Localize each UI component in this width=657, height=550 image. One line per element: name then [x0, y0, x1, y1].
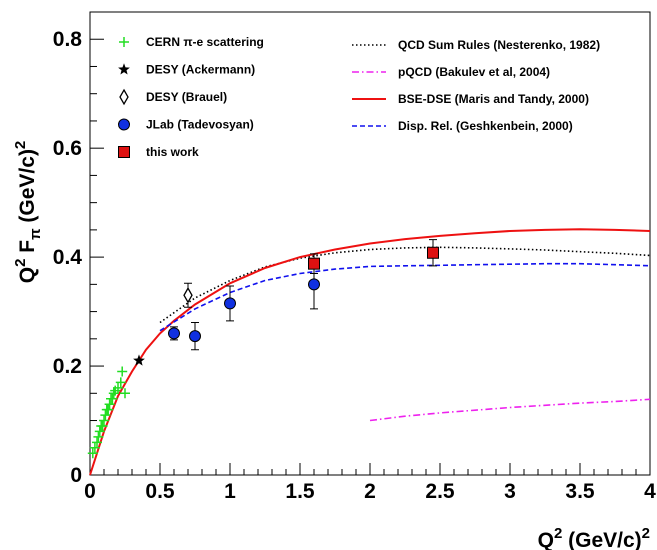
data-point — [120, 388, 130, 399]
legend-label: CERN π-e scattering — [146, 35, 264, 49]
legend-label: DESY (Ackermann) — [146, 63, 255, 77]
x-tick-label: 3.5 — [565, 480, 595, 503]
data-point — [94, 426, 105, 437]
data-point — [168, 327, 180, 340]
x-tick-label: 3 — [504, 480, 516, 503]
x-tick-label: 1 — [224, 480, 236, 503]
legend-marker — [119, 37, 129, 47]
data-point — [89, 442, 100, 453]
data-point — [189, 330, 201, 343]
legend-marker — [118, 63, 130, 75]
data-point — [92, 437, 102, 448]
y-axis-title: Q2 Fπ (GeV/c)2 — [12, 141, 44, 284]
data-point — [87, 448, 98, 459]
y-tick-label: 0.4 — [53, 246, 83, 269]
data-point — [100, 410, 111, 421]
series-1 — [133, 354, 145, 366]
legend-marker — [118, 118, 130, 131]
x-axis-title-part: (GeV/c) — [562, 529, 641, 550]
data-point — [93, 431, 104, 442]
data-point — [107, 393, 118, 404]
data-point — [113, 382, 123, 393]
series-3 — [168, 259, 320, 351]
curve-1 — [369, 398, 651, 422]
data-point — [104, 399, 115, 410]
curve-3 — [159, 262, 651, 332]
data-point — [103, 404, 114, 415]
x-tick-label: 4 — [644, 480, 656, 503]
x-tick-label: 2.5 — [425, 480, 455, 503]
y-axis-title-part: Q — [16, 267, 39, 283]
legend-label: this work — [146, 145, 199, 159]
legend-label: DESY (Brauel) — [146, 90, 227, 104]
data-point — [308, 278, 320, 291]
legend-label: BSE-DSE (Maris and Tandy, 2000) — [398, 92, 589, 106]
y-axis-title-part: (GeV/c) — [16, 149, 39, 228]
series-4 — [308, 239, 439, 274]
y-axis-title-part: F — [16, 240, 39, 259]
legend-label: pQCD (Bakulev et al, 2004) — [398, 65, 550, 79]
data-point — [427, 246, 439, 259]
legend-label: JLab (Tadevosyan) — [146, 118, 254, 132]
y-tick-label: 0.8 — [53, 28, 83, 51]
data-point — [133, 354, 145, 366]
legend-marker — [119, 88, 129, 106]
x-tick-label: 0 — [84, 480, 96, 503]
x-axis-title-part: 2 — [642, 525, 650, 542]
data-point — [115, 377, 126, 388]
y-axis-title-part: 2 — [12, 259, 29, 267]
data-point — [308, 257, 320, 270]
legend-label: QCD Sum Rules (Nesterenko, 1982) — [398, 38, 600, 52]
x-axis-title-part: 2 — [554, 525, 562, 542]
y-tick-label: 0.6 — [53, 137, 82, 160]
legend-marker — [118, 146, 130, 158]
data-point — [97, 420, 108, 431]
y-axis-title-part: 2 — [12, 141, 29, 149]
x-tick-label: 2 — [364, 480, 376, 503]
data-point — [99, 415, 109, 426]
data-point — [183, 286, 193, 304]
y-tick-label: 0.2 — [53, 355, 82, 378]
y-tick-label: 0 — [70, 464, 82, 487]
x-tick-label: 1.5 — [285, 480, 315, 503]
data-point — [224, 297, 236, 310]
legend-label: Disp. Rel. (Geshkenbein, 2000) — [398, 119, 573, 133]
curve-0 — [159, 246, 651, 324]
x-axis-title: Q2 (GeV/c)2 — [538, 525, 650, 550]
y-axis-title-part: π — [27, 228, 44, 240]
x-axis-title-part: Q — [538, 529, 554, 550]
curve-2 — [89, 228, 651, 476]
series-0 — [87, 366, 130, 459]
series-2 — [183, 282, 193, 308]
data-point — [117, 366, 128, 377]
x-tick-label: 0.5 — [145, 480, 175, 503]
